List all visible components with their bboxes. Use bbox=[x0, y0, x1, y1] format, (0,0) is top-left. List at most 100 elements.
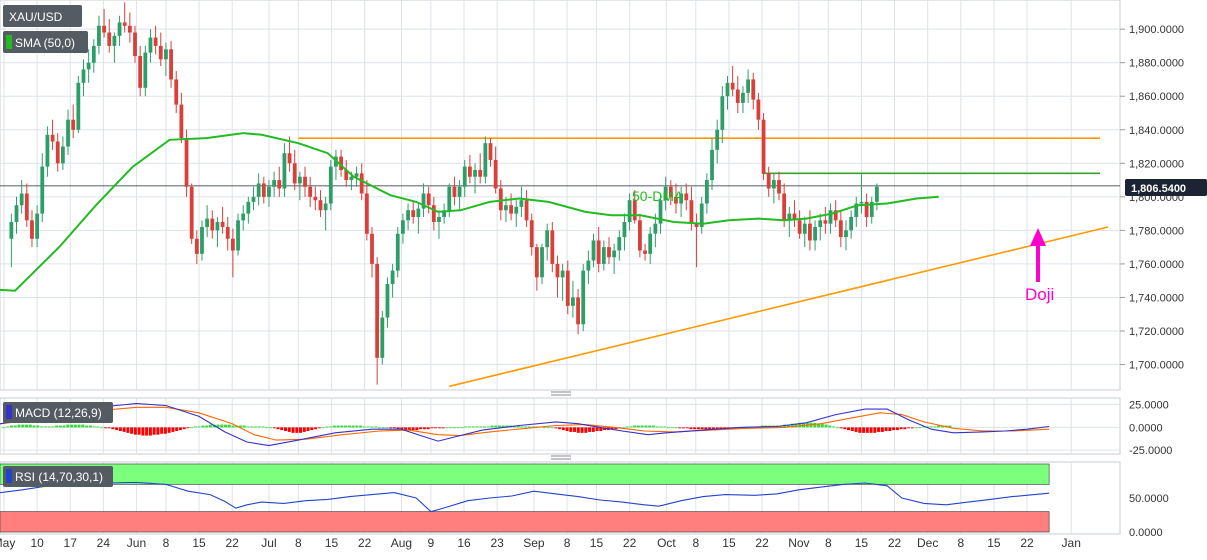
macd-histogram-bar bbox=[621, 427, 625, 429]
macd-histogram-bar bbox=[317, 427, 321, 429]
macd-histogram-bar bbox=[62, 425, 66, 428]
macd-histogram-bar bbox=[685, 427, 689, 429]
macd-histogram-bar bbox=[284, 427, 288, 432]
macd-histogram-bar bbox=[347, 425, 351, 428]
candle-body bbox=[565, 270, 570, 306]
macd-histogram-bar bbox=[253, 426, 257, 428]
macd-histogram-bar bbox=[160, 427, 164, 434]
macd-histogram-bar bbox=[497, 425, 501, 428]
macd-histogram-bar bbox=[452, 427, 456, 429]
macd-histogram-bar bbox=[351, 425, 355, 428]
candle-body bbox=[24, 193, 29, 221]
macd-histogram-bar bbox=[937, 425, 941, 428]
candle-body bbox=[730, 82, 735, 90]
macd-histogram-bar bbox=[464, 426, 468, 428]
candle-body bbox=[766, 173, 771, 189]
macd-histogram-bar bbox=[299, 427, 303, 433]
macd-histogram-bar bbox=[362, 426, 366, 428]
macd-histogram-bar bbox=[269, 427, 273, 429]
candle-body bbox=[591, 240, 596, 261]
candle-body bbox=[138, 55, 143, 88]
main-y-tick-label: 1,840.0000 bbox=[1129, 125, 1184, 137]
sma-legend-box[interactable]: SMA (50,0) bbox=[3, 31, 88, 53]
macd-histogram-bar bbox=[137, 427, 141, 435]
candle-body bbox=[158, 45, 163, 60]
sma-annotation-label: 50-DMA bbox=[632, 188, 684, 204]
candle-body bbox=[581, 270, 586, 325]
candle-body bbox=[483, 143, 488, 177]
candle-body bbox=[699, 203, 704, 228]
macd-histogram-bar bbox=[10, 425, 14, 428]
candle-body bbox=[694, 223, 699, 228]
candle-body bbox=[854, 203, 859, 217]
macd-histogram-bar bbox=[430, 427, 434, 429]
candle-body bbox=[313, 196, 318, 201]
macd-histogram-bar bbox=[843, 427, 847, 430]
macd-histogram-bar bbox=[918, 427, 922, 429]
candle-body bbox=[648, 233, 653, 254]
rsi-oversold-band bbox=[0, 511, 1050, 533]
candle-body bbox=[576, 297, 580, 325]
macd-histogram-bar bbox=[880, 427, 884, 432]
macd-histogram-bar bbox=[445, 427, 449, 429]
candle-body bbox=[524, 200, 529, 221]
macd-histogram-bar bbox=[501, 425, 505, 428]
candle-body bbox=[534, 247, 539, 278]
macd-histogram-bar bbox=[914, 427, 918, 429]
x-tick-label: 15 bbox=[855, 536, 869, 550]
macd-histogram-bar bbox=[359, 425, 363, 428]
candle-body bbox=[261, 183, 266, 197]
candle-body bbox=[19, 193, 24, 206]
x-tick-label: 8 bbox=[692, 536, 699, 550]
macd-histogram-bar bbox=[494, 425, 498, 428]
candle-body bbox=[277, 180, 282, 189]
macd-histogram-bar bbox=[118, 427, 122, 432]
candle-body bbox=[40, 166, 45, 214]
macd-histogram-bar bbox=[858, 427, 862, 433]
macd-histogram-bar bbox=[96, 426, 100, 428]
rsi-line bbox=[0, 481, 1050, 513]
candle-body bbox=[9, 221, 14, 239]
candle-body bbox=[509, 205, 514, 214]
macd-histogram-bar bbox=[644, 425, 648, 428]
macd-histogram-bar bbox=[272, 427, 276, 429]
candle-body bbox=[761, 119, 766, 174]
panel-splitter-2[interactable] bbox=[551, 455, 571, 460]
macd-histogram-bar bbox=[479, 426, 483, 428]
x-tick-label: 15 bbox=[590, 536, 604, 550]
x-tick-label: 16 bbox=[457, 536, 471, 550]
macd-legend-box[interactable]: MACD (12,26,9) bbox=[3, 402, 113, 423]
candle-body bbox=[318, 200, 323, 211]
macd-histogram-bar bbox=[531, 426, 535, 428]
macd-histogram-bar bbox=[40, 426, 44, 428]
macd-histogram-bar bbox=[419, 427, 423, 430]
macd-histogram-bar bbox=[490, 425, 494, 428]
macd-histogram-bar bbox=[633, 425, 637, 428]
rsi-legend-box[interactable]: RSI (14,70,30,1) bbox=[3, 466, 113, 487]
macd-layer bbox=[0, 403, 1050, 447]
macd-histogram-bar bbox=[903, 427, 907, 430]
candle-body bbox=[864, 201, 869, 217]
macd-histogram-bar bbox=[55, 425, 59, 428]
macd-y-tick-label: 0.0000 bbox=[1129, 422, 1163, 434]
macd-histogram-bar bbox=[381, 427, 385, 429]
rsi-y-tick-label: 0.0000 bbox=[1129, 527, 1163, 539]
candle-body bbox=[720, 96, 725, 130]
macd-histogram-bar bbox=[81, 424, 85, 428]
macd-y-tick-label: 25.0000 bbox=[1129, 400, 1169, 412]
candle-body bbox=[297, 176, 302, 184]
candle-body bbox=[91, 45, 96, 63]
candle-body bbox=[81, 69, 86, 83]
macd-histogram-bar bbox=[648, 425, 652, 428]
rsi-panel-frame bbox=[0, 461, 1121, 535]
candle-body bbox=[823, 220, 828, 224]
symbol-label-box[interactable]: XAU/USD bbox=[3, 5, 82, 27]
macd-line bbox=[0, 403, 1050, 447]
macd-histogram-bar bbox=[625, 426, 629, 428]
main-y-tick-label: 1,820.0000 bbox=[1129, 158, 1184, 170]
candle-body bbox=[359, 173, 364, 194]
panel-splitter-1[interactable] bbox=[551, 391, 571, 396]
candle-body bbox=[122, 22, 127, 26]
candle-body bbox=[550, 230, 555, 264]
macd-histogram-bar bbox=[925, 426, 929, 428]
